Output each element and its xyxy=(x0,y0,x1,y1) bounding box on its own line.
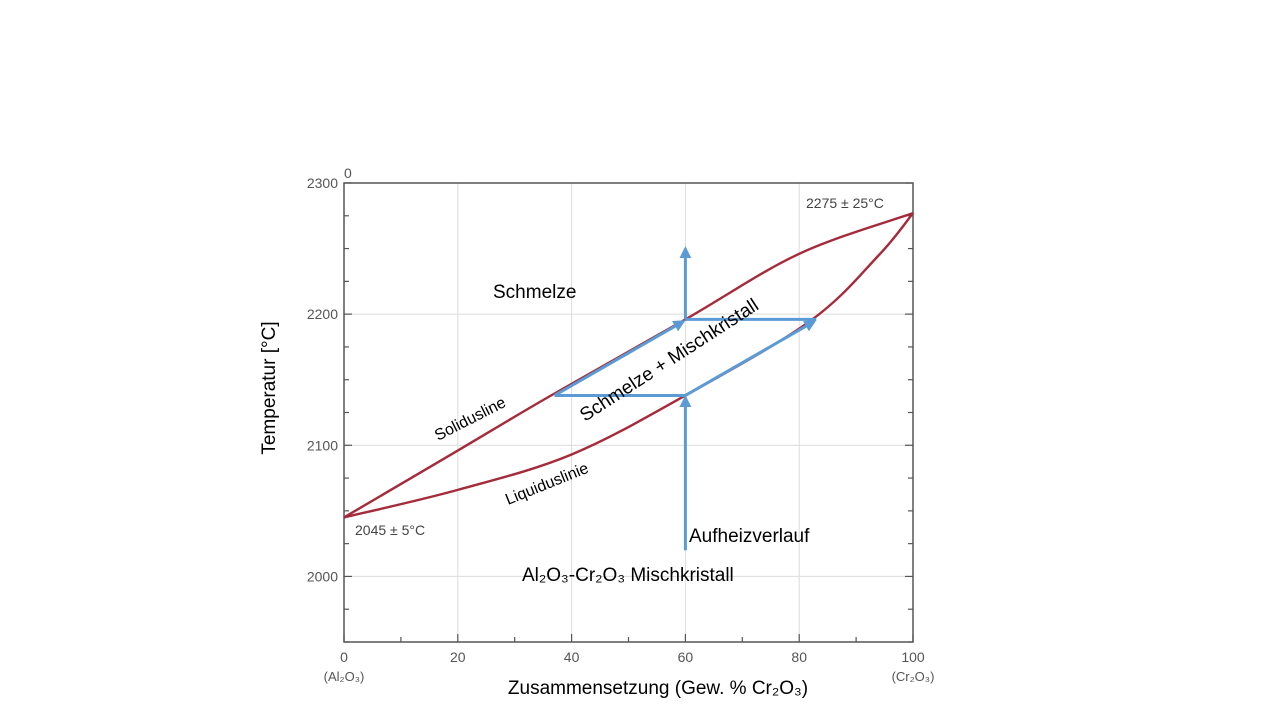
annotation-point-right: 2275 ± 25°C xyxy=(806,195,884,211)
region-label-two-phase: Schmelze + Mischkristall xyxy=(576,295,762,426)
y-tick-label: 2000 xyxy=(307,568,338,584)
heating-path-label: Aufheizverlauf xyxy=(689,526,810,547)
y-tick-label: 2300 xyxy=(307,175,338,191)
y-tick-label: 2100 xyxy=(307,437,338,453)
x-axis-label: Zusammensetzung (Gew. % Cr₂O₃) xyxy=(508,678,808,699)
series-line-solidus xyxy=(343,212,914,519)
heating-path xyxy=(553,246,817,551)
solid-region-label: Al₂O₃-Cr₂O₃ Mischkristall xyxy=(522,565,734,586)
x-tick-label: 80 xyxy=(791,649,807,665)
x-tick-label: 0 xyxy=(340,649,348,665)
x-tick-label: 40 xyxy=(564,649,580,665)
x-end-label-left: (Al₂O₃) xyxy=(324,669,365,684)
series xyxy=(343,212,914,519)
liquidus-label: Liquiduslinie xyxy=(503,460,591,509)
liquid-composition-arrow xyxy=(684,320,817,397)
solidus-label: Solidusline xyxy=(432,394,509,444)
solid-composition-arrow xyxy=(553,320,686,397)
series-line-liquidus xyxy=(343,212,914,519)
x-tick-label: 20 xyxy=(450,649,466,665)
y-tick-label: 2200 xyxy=(307,306,338,322)
x-tick-label: 60 xyxy=(678,649,694,665)
axis-ticks: 0 20 40 60 80 100 2000 2100 2200 2300 xyxy=(307,175,925,665)
x-tick-label: 100 xyxy=(901,649,925,665)
region-label-melt: Schmelze xyxy=(493,282,576,303)
annotation-point-left: 2045 ± 5°C xyxy=(355,522,425,538)
y-axis-label: Temperatur [°C] xyxy=(259,321,280,454)
top-axis-zero-label: 0 xyxy=(344,165,352,181)
x-end-label-right: (Cr₂O₃) xyxy=(892,669,935,684)
